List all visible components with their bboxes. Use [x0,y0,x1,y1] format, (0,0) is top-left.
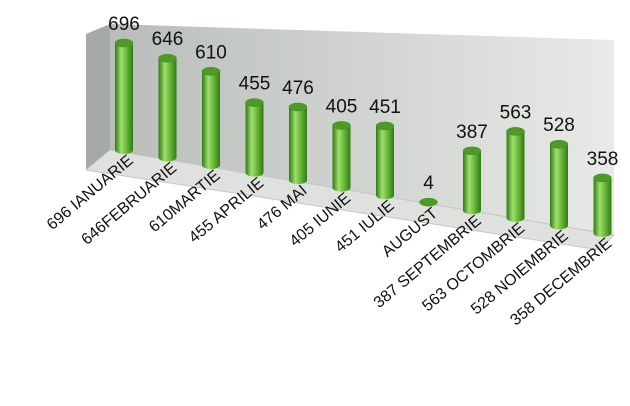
data-label: 528 [543,115,575,136]
data-label: 405 [326,96,358,117]
data-label: 610 [195,42,227,63]
data-label: 4 [423,173,434,194]
bar [114,38,134,154]
bar [549,139,569,230]
bar [419,197,438,207]
bar [201,67,221,170]
bar [288,102,308,185]
chart-side-wall [86,24,110,170]
data-label: 696 [108,14,140,35]
bar-series [114,38,612,237]
data-label: 358 [587,149,619,170]
data-label: 563 [500,102,532,123]
bar [593,173,612,237]
data-label: 476 [282,78,314,99]
bar [245,98,264,177]
data-label: 451 [369,97,401,118]
bar [375,121,395,200]
bar [158,53,177,162]
bar [506,127,525,222]
bar [332,121,351,192]
chart-floor [84,149,615,251]
data-label: 455 [239,74,271,95]
data-label: 387 [456,122,488,143]
data-labels: 696 646 610 455 476 405 451 4 387 563 528 358 [108,14,618,194]
bar [462,146,482,215]
data-label: 646 [152,29,184,50]
chart-back-wall [110,24,614,235]
